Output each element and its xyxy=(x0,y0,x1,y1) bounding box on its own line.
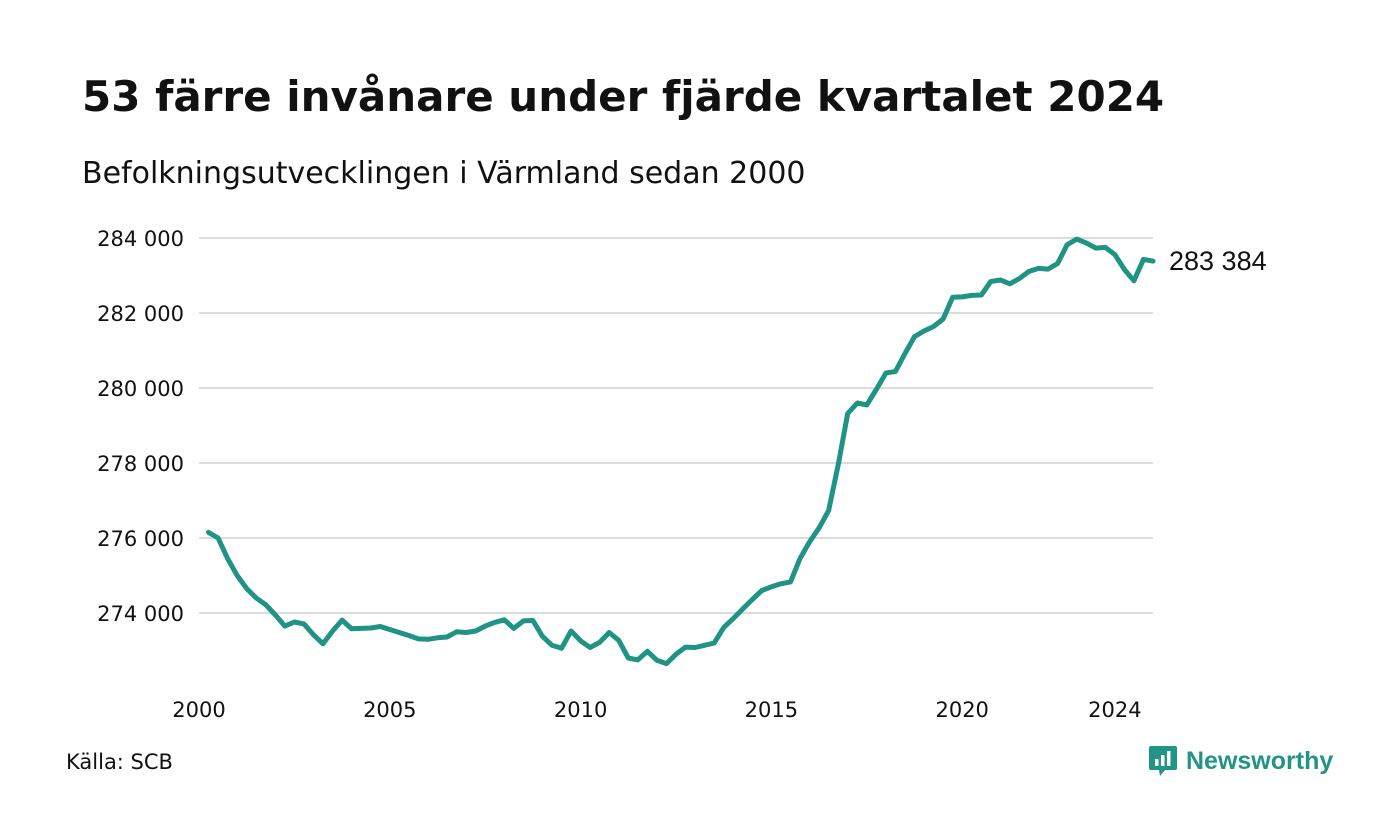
y-tick-label: 278 000 xyxy=(97,452,184,476)
x-tick-label: 2020 xyxy=(935,698,988,722)
y-axis-ticks: 274 000 276 000 278 000 280 000 282 000 284 0… xyxy=(97,227,184,626)
series-line xyxy=(206,236,1156,667)
series-layer xyxy=(206,236,1156,667)
brand-logo: Newsworthy xyxy=(1148,744,1333,778)
grid-lines xyxy=(199,237,1153,614)
end-label-layer: 283 384 xyxy=(1169,246,1267,276)
line-chart: 274 000 276 000 278 000 280 000 282 000 284 0… xyxy=(97,227,1267,722)
y-tick-label: 280 000 xyxy=(97,377,184,401)
y-tick-label: 282 000 xyxy=(97,302,184,326)
x-tick-label: 2000 xyxy=(172,698,225,722)
brand-name: Newsworthy xyxy=(1186,746,1334,775)
x-axis-ticks: 2000 2005 2010 2015 2020 2024 xyxy=(172,698,1141,722)
x-tick-label: 2010 xyxy=(554,698,607,722)
y-tick-label: 274 000 xyxy=(97,602,184,626)
x-tick-label: 2015 xyxy=(745,698,798,722)
x-tick-label: 2005 xyxy=(363,698,416,722)
y-tick-label: 284 000 xyxy=(97,227,184,251)
chart-title: 53 färre invånare under fjärde kvartalet… xyxy=(82,72,1165,121)
end-value-label: 283 384 xyxy=(1169,246,1267,276)
x-tick-label: 2024 xyxy=(1088,698,1141,722)
source-note: Källa: SCB xyxy=(66,750,173,774)
y-tick-label: 276 000 xyxy=(97,527,184,551)
newsworthy-logo-icon xyxy=(1149,746,1177,776)
chart-subtitle: Befolkningsutvecklingen i Värmland sedan… xyxy=(82,156,806,191)
